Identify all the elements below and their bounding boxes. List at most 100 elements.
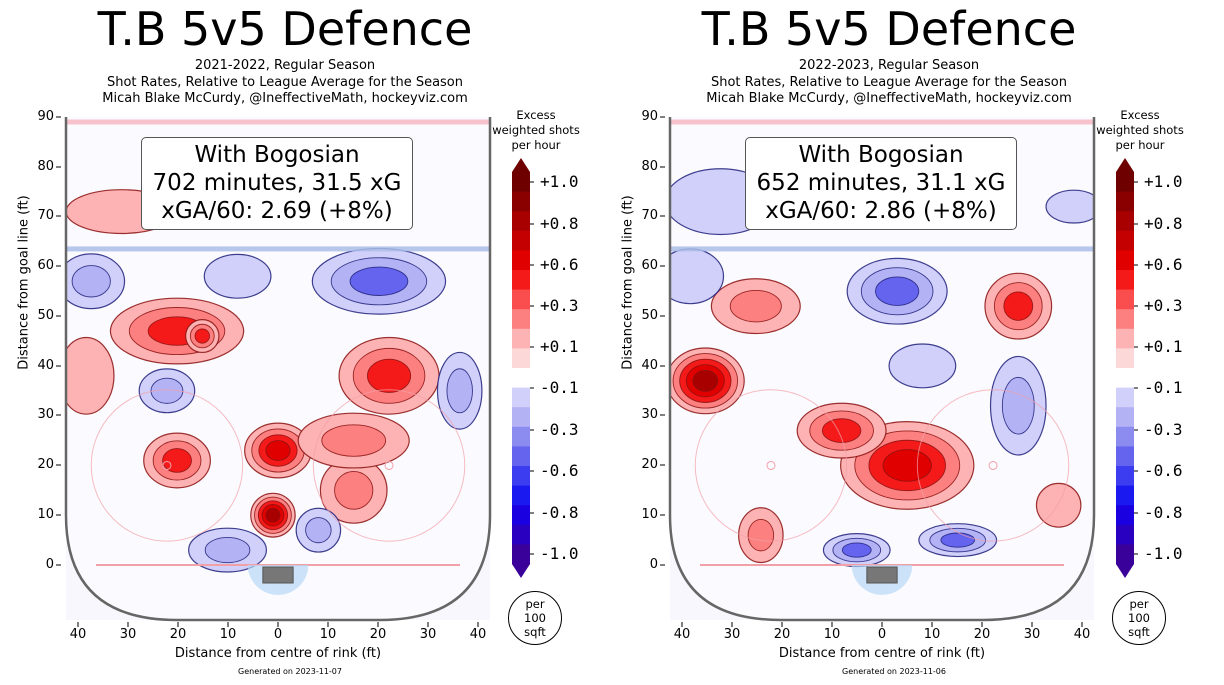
colorbar-title: Excess weighted shots per hour: [1092, 108, 1188, 153]
colorbar-segment: [1116, 368, 1134, 389]
colorbar-segment: [512, 426, 530, 447]
blue-line: [66, 246, 490, 252]
unit-line: per: [1129, 597, 1149, 611]
subtitle-description: Shot Rates, Relative to League Average f…: [106, 74, 464, 90]
colorbar-tick-label: -0.8: [540, 503, 579, 522]
contour-level: [321, 424, 387, 457]
unit-line: 100: [1128, 611, 1150, 625]
hotspot-excess-6: [319, 456, 388, 524]
hotspot-deficit-13: [670, 248, 725, 305]
colorbar-segment: [512, 191, 530, 212]
axis-tick-marks: [56, 116, 479, 627]
colorbar-segment: [512, 250, 530, 271]
y-tick-label: 50: [37, 308, 54, 323]
chart-title: T.B 5v5 Defence: [97, 2, 473, 56]
goal-net: [866, 566, 898, 584]
colorbar-segment: [1116, 524, 1134, 545]
colorbar-segment: [1116, 387, 1134, 408]
hotspot-deficit-13: [436, 351, 483, 430]
contour-level: [203, 253, 272, 299]
hotspot-excess-3: [984, 272, 1053, 340]
contour-level: [162, 448, 192, 473]
faceoff-dot: [766, 460, 776, 470]
colorbar-segment: [512, 328, 530, 349]
x-tick-label: 20: [973, 627, 991, 642]
subtitle-author: Micah Blake McCurdy, @IneffectiveMath, h…: [102, 91, 468, 106]
rink-boards: [64, 117, 492, 622]
hotspot-deficit-16: [203, 253, 272, 299]
colorbar-title-line: Excess: [516, 108, 556, 122]
rink-heatmap: [660, 116, 1138, 627]
contour-level: [334, 470, 374, 510]
y-tick-label: 10: [37, 507, 54, 522]
colorbar-min-arrow: [512, 564, 530, 578]
y-tick-label: 90: [37, 109, 54, 124]
subtitle-season: 2021-2022, Regular Season: [194, 58, 376, 73]
heatmap-layer: [66, 117, 490, 620]
y-tick-label: 60: [641, 258, 658, 273]
colorbar-segment: [1116, 211, 1134, 232]
hotspot-deficit-14: [188, 527, 267, 573]
hotspot-deficit-10: [311, 247, 447, 315]
contour-level: [821, 418, 862, 443]
panel-2022-2023: T.B 5v5 Defence 2022-2023, Regular Seaso…: [604, 0, 1216, 685]
colorbar-tick-label: -0.6: [540, 461, 579, 480]
y-tick-label: 30: [37, 407, 54, 422]
hotspot-deficit-11: [66, 253, 126, 310]
contour-level: [882, 449, 932, 482]
y-tick-label: 10: [641, 507, 658, 522]
hotspot-excess-8: [66, 336, 115, 415]
colorbar: [1116, 158, 1138, 578]
x-tick-label: 30: [723, 627, 741, 642]
colorbar-segment: [1116, 172, 1134, 193]
colorbar-segment: [1116, 446, 1134, 467]
contour-level: [1045, 189, 1094, 224]
colorbar-min-arrow: [1116, 564, 1134, 578]
colorbar-segment: [512, 466, 530, 487]
x-tick-label: 30: [419, 627, 437, 642]
x-axis-label: Distance from centre of rink (ft): [778, 646, 986, 661]
colorbar-max-arrow: [512, 158, 530, 172]
hotspot-deficit-10: [918, 523, 998, 558]
info-player: With Bogosian: [194, 142, 360, 168]
y-tick-label: 20: [37, 457, 54, 472]
colorbar-segment: [512, 270, 530, 291]
y-tick-label: 0: [649, 557, 658, 572]
colorbar-segment: [512, 211, 530, 232]
colorbar-segment: [512, 368, 530, 389]
colorbar-title-line: per hour: [511, 138, 561, 152]
x-axis-label: Distance from centre of rink (ft): [174, 646, 382, 661]
contour-level: [265, 507, 281, 523]
y-tick-label: 50: [641, 308, 658, 323]
colorbar-segment: [1116, 466, 1134, 487]
info-minutes: 702 minutes, 31.5 xG: [152, 170, 402, 196]
faceoff-dot: [384, 460, 394, 470]
info-box: With Bogosian 652 minutes, 31.1 xG xGA/6…: [745, 137, 1017, 230]
x-tick-label: 20: [369, 627, 387, 642]
colorbar-segment: [1116, 505, 1134, 526]
y-tick-label: 40: [641, 358, 658, 373]
contour-level: [841, 542, 872, 558]
info-xga: xGA/60: 2.86 (+8%): [765, 198, 997, 224]
x-tick-label: 10: [219, 627, 237, 642]
colorbar-segment: [1116, 270, 1134, 291]
hotspot-deficit-7: [846, 257, 948, 325]
hotspot-excess-2: [796, 402, 887, 459]
x-tick-label: 20: [169, 627, 187, 642]
x-tick-label: 20: [773, 627, 791, 642]
hotspot-excess-7: [297, 412, 410, 469]
colorbar-tick-label: -0.3: [1144, 420, 1183, 439]
hotspot-deficit-15: [295, 507, 342, 553]
y-tick-label: 90: [641, 109, 658, 124]
colorbar-segment: [512, 544, 530, 565]
colorbar-tick-label: +0.8: [1144, 214, 1183, 233]
colorbar-segment: [512, 309, 530, 330]
colorbar-title: Excess weighted shots per hour: [488, 108, 584, 153]
colorbar-title-line: weighted shots: [492, 123, 580, 137]
contour-level: [194, 328, 210, 344]
colorbar-segment: [1116, 230, 1134, 251]
x-tick-label: 40: [1073, 627, 1091, 642]
y-tick-label: 40: [37, 358, 54, 373]
faceoff-dot: [988, 460, 998, 470]
y-tick-label: 80: [641, 159, 658, 174]
